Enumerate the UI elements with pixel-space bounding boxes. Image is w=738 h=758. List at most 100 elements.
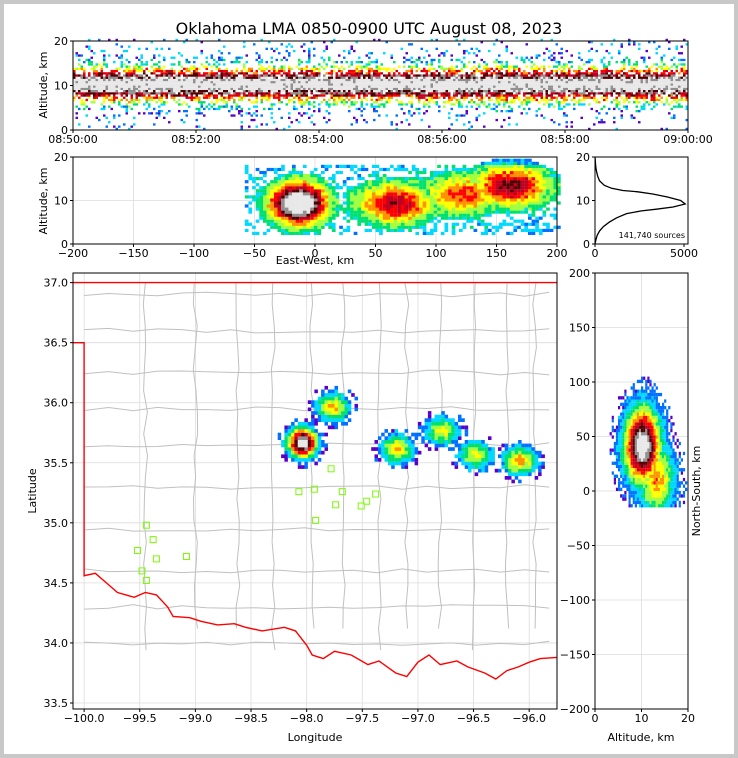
- time-height-source-bin: [98, 118, 101, 122]
- time-height-source-bin: [220, 96, 223, 99]
- time-height-source-bin: [605, 67, 608, 70]
- time-height-source-bin: [120, 98, 123, 102]
- time-height-source-bin: [245, 81, 248, 84]
- time-height-source-bin: [683, 83, 686, 86]
- time-height-source-bin: [243, 65, 246, 68]
- time-height-source-bin: [310, 41, 313, 44]
- time-height-source-bin: [235, 78, 238, 82]
- time-height-source-bin: [568, 85, 571, 88]
- time-height-source-bin: [430, 38, 433, 42]
- time-height-source-bin: [488, 85, 491, 88]
- time-height-source-bin: [248, 94, 251, 97]
- time-height-source-bin: [250, 83, 253, 86]
- time-height-source-bin: [308, 101, 311, 104]
- time-height-source-bin: [610, 92, 613, 95]
- time-height-source-bin: [260, 123, 263, 126]
- time-height-source-bin: [530, 56, 533, 59]
- time-height-source-bin: [553, 105, 556, 108]
- time-height-source-bin: [433, 87, 436, 90]
- time-height-source-bin: [253, 112, 256, 115]
- time-height-source-bin: [125, 81, 128, 84]
- time-height-source-bin: [390, 123, 393, 126]
- ew-height-source-bin: [415, 204, 420, 208]
- time-height-source-bin: [643, 98, 646, 102]
- ew-height-source-bin: [284, 180, 289, 184]
- ew-height-source-bin: [422, 180, 427, 184]
- time-height-source-bin: [370, 69, 373, 73]
- time-height-source-bin: [358, 61, 361, 64]
- time-height-source-bin: [500, 85, 503, 88]
- ew-height-source-bin: [331, 216, 336, 220]
- time-height-source-bin: [543, 52, 546, 55]
- time-height-source-bin: [508, 72, 511, 75]
- time-height-source-bin: [283, 83, 286, 86]
- time-height-source-bin: [438, 96, 441, 99]
- time-height-source-bin: [600, 85, 603, 88]
- time-height-source-bin: [488, 87, 491, 90]
- time-height-source-bin: [345, 85, 348, 88]
- time-height-source-bin: [540, 96, 543, 99]
- time-height-source-bin: [550, 58, 553, 62]
- time-height-source-bin: [395, 74, 398, 77]
- time-height-source-bin: [348, 89, 351, 93]
- time-height-source-bin: [478, 114, 481, 117]
- time-height-source-bin: [483, 96, 486, 99]
- ew-height-source-bin: [375, 219, 380, 223]
- time-height-source-bin: [390, 69, 393, 73]
- ew-height-source-bin: [331, 174, 336, 178]
- time-height-source-bin: [343, 81, 346, 84]
- time-height-source-bin: [88, 85, 91, 88]
- time-height-source-bin: [140, 67, 143, 70]
- time-height-source-bin: [90, 78, 93, 82]
- time-height-source-bin: [433, 58, 436, 62]
- time-height-source-bin: [133, 98, 136, 102]
- ew-height-source-bin: [321, 219, 325, 223]
- time-height-source-bin: [478, 94, 481, 97]
- time-height-source-bin: [393, 67, 396, 70]
- time-height-source-bin: [600, 78, 603, 82]
- time-height-source-bin: [95, 92, 98, 95]
- time-height-source-bin: [270, 47, 273, 50]
- time-height-source-bin: [348, 69, 351, 73]
- time-height-source-bin: [518, 105, 521, 108]
- time-height-source-bin: [128, 61, 131, 64]
- time-height-source-bin: [570, 89, 573, 93]
- time-height-source-bin: [423, 96, 426, 99]
- time-height-source-bin: [545, 72, 548, 75]
- ew-height-source-bin: [299, 210, 303, 214]
- ew-height-source-bin: [263, 207, 267, 211]
- ew-height-source-bin: [342, 164, 347, 168]
- time-height-source-bin: [198, 67, 201, 70]
- time-height-source-bin: [590, 87, 593, 90]
- ew-height-source-bin: [255, 177, 260, 181]
- time-height-source-bin: [345, 101, 348, 104]
- time-height-source-bin: [553, 74, 556, 77]
- time-height-source-bin: [495, 98, 498, 102]
- time-height-source-bin: [325, 103, 328, 106]
- ew-height-source-bin: [288, 228, 293, 232]
- time-height-source-bin: [563, 96, 566, 99]
- ew-height-source-bin: [281, 189, 285, 193]
- time-height-source-bin: [243, 76, 246, 79]
- time-height-source-bin: [170, 85, 173, 88]
- ew-height-source-bin: [350, 177, 354, 181]
- ew-height-source-bin: [317, 177, 322, 181]
- time-height-source-bin: [388, 94, 391, 97]
- time-height-source-bin: [510, 72, 513, 75]
- ew-height-source-bin: [400, 210, 405, 214]
- time-height-source-bin: [570, 54, 573, 57]
- time-height-source-bin: [385, 83, 388, 86]
- time-height-source-bin: [670, 58, 673, 62]
- time-height-source-bin: [548, 72, 551, 75]
- time-height-source-bin: [78, 83, 81, 86]
- time-height-source-bin: [590, 47, 593, 50]
- time-height-source-bin: [558, 61, 561, 64]
- time-height-source-bin: [595, 81, 598, 84]
- time-height-source-bin: [523, 107, 526, 111]
- ew-height-source-bin: [350, 192, 354, 196]
- time-height-source-bin: [653, 98, 656, 102]
- time-height-source-bin: [498, 98, 501, 102]
- time-height-source-bin: [358, 87, 361, 90]
- time-height-source-bin: [440, 67, 443, 70]
- time-height-source-bin: [453, 85, 456, 88]
